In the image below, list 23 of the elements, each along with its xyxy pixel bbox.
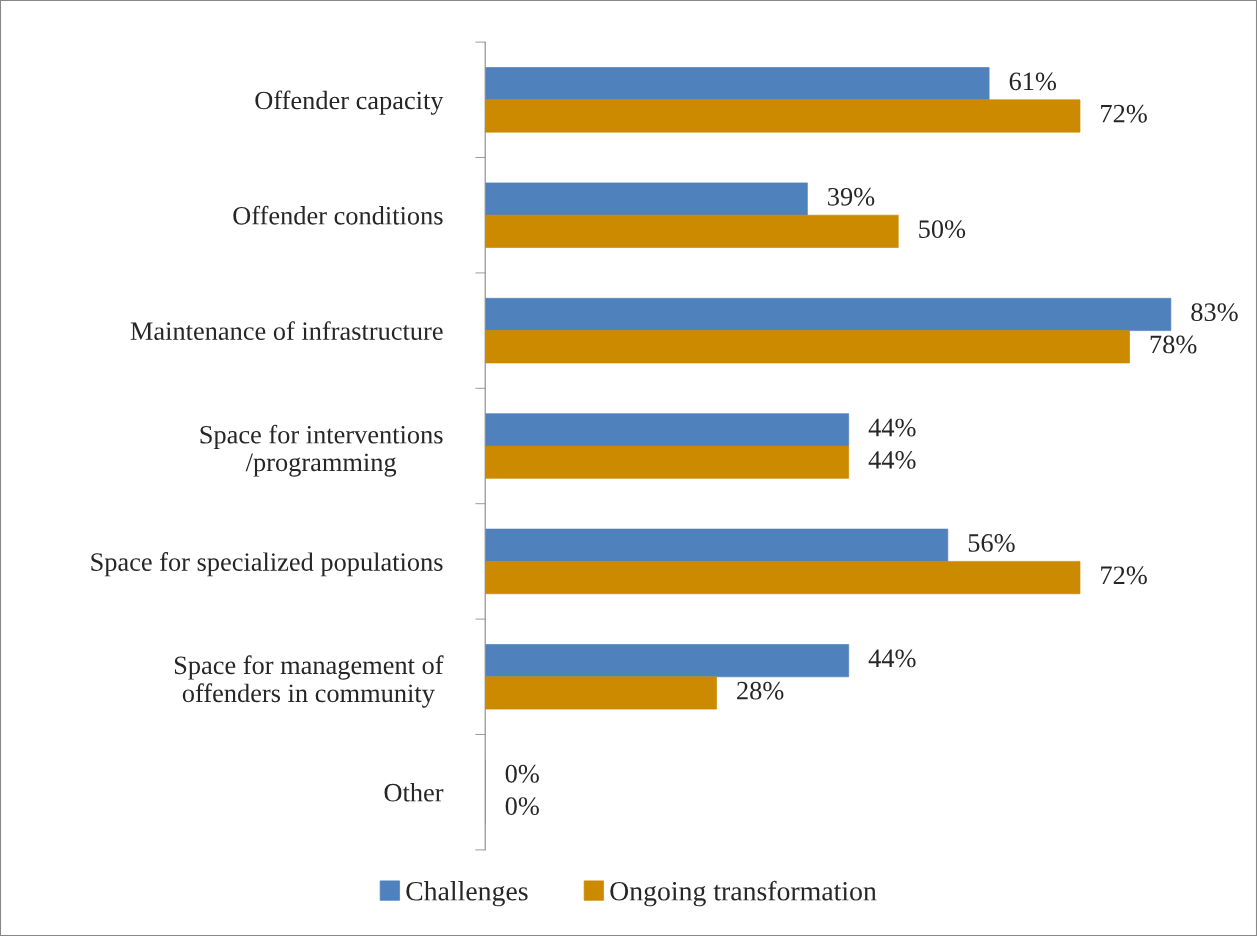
data-label: 28% [737,681,784,700]
y-tick-label: Space for specialized populations [91,552,443,577]
y-tick-label: Offender capacity [255,90,444,115]
data-label: 61% [1009,72,1057,91]
data-label: 72% [1101,104,1147,123]
y-tick-label: Space for management of offenders in community [174,655,444,708]
data-label: 0% [505,797,539,816]
y-tick-label: Other [384,783,444,802]
data-label: 78% [1150,335,1197,354]
y-tick-label: Space for interventions /programming [200,424,443,477]
data-label: 39% [828,187,875,206]
data-label: 50% [919,220,966,239]
data-label: 83% [1191,303,1238,322]
data-label: 72% [1101,566,1147,585]
data-label: 0% [505,764,539,783]
data-label: 44% [868,418,916,437]
data-label: 44% [868,649,916,668]
legend-label: Ongoing transformation [610,880,877,907]
data-label: 56% [968,534,1015,552]
y-tick-label: Maintenance of infrastructure [130,321,443,341]
legend-label: Challenges [406,881,528,907]
data-label: 44% [868,450,916,469]
y-tick-label: Offender conditions [233,205,443,225]
